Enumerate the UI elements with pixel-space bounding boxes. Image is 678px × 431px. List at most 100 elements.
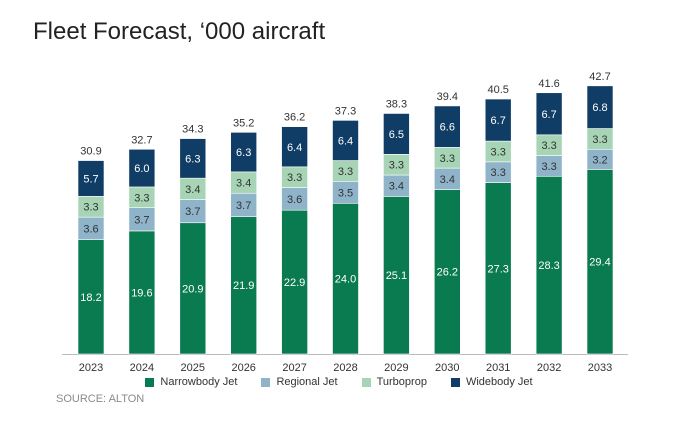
total-label: 36.2: [284, 112, 305, 124]
total-label: 34.3: [182, 124, 203, 136]
bar-segment: [230, 216, 257, 355]
data-label: 3.7: [185, 206, 200, 218]
bar-segment: [128, 148, 156, 188]
total-label: 39.4: [437, 91, 458, 103]
x-tick-label: 2025: [181, 362, 205, 374]
bar-segment: [484, 182, 512, 355]
total-label: 38.3: [386, 98, 407, 110]
data-label: 19.6: [131, 287, 152, 299]
total-label: 30.9: [80, 146, 101, 158]
total-label: 35.2: [233, 117, 254, 129]
bar-segment: [230, 132, 257, 173]
legend-item: Turboprop: [361, 376, 427, 388]
data-label: 18.2: [80, 292, 101, 304]
data-label: 24.0: [335, 274, 356, 286]
legend-label: Narrowbody Jet: [160, 376, 238, 388]
bar-segment: [179, 222, 207, 355]
x-tick-label: 2033: [588, 362, 612, 374]
data-label: 3.3: [134, 192, 149, 204]
data-label: 22.9: [284, 277, 305, 289]
chart-title: Fleet Forecast, ‘000 aircraft: [33, 18, 326, 45]
data-label: 6.5: [389, 129, 404, 141]
data-label: 6.0: [134, 163, 149, 175]
data-label: 28.3: [538, 260, 559, 272]
data-label: 25.1: [386, 270, 407, 282]
data-label: 21.9: [233, 280, 254, 292]
legend-swatch: [361, 377, 371, 387]
bar-segment: [484, 98, 512, 142]
data-label: 3.2: [592, 154, 607, 166]
bar-segment: [383, 196, 410, 355]
legend-item: Narrowbody Jet: [145, 376, 237, 388]
data-label: 6.7: [541, 109, 556, 121]
x-tick-label: 2028: [333, 362, 357, 374]
legend-item: Widebody Jet: [450, 376, 533, 388]
bar-segment: [535, 92, 563, 136]
total-label: 41.6: [538, 78, 559, 90]
data-label: 3.7: [134, 214, 149, 226]
x-tick-label: 2031: [486, 362, 510, 374]
legend-label: Turboprop: [376, 376, 427, 388]
legend-label: Widebody Jet: [465, 376, 533, 388]
data-label: 6.6: [440, 122, 455, 134]
bar-segment: [179, 138, 207, 179]
total-label: 32.7: [131, 134, 152, 146]
bar-segment: [332, 120, 359, 161]
data-label: 3.4: [440, 174, 455, 186]
data-label: 6.7: [491, 115, 506, 127]
bar-segment: [332, 202, 359, 355]
legend: Narrowbody Jet Regional Jet Turboprop Wideb…: [0, 376, 678, 388]
data-label: 6.4: [287, 142, 302, 154]
bar-segment: [77, 160, 105, 197]
data-label: 3.3: [338, 166, 353, 178]
bar-segment: [128, 230, 156, 355]
data-label: 6.4: [338, 135, 353, 147]
bar-segment: [281, 126, 308, 168]
x-tick-label: 2030: [435, 362, 459, 374]
data-label: 3.3: [592, 134, 607, 146]
data-label: 3.7: [236, 200, 251, 212]
legend-swatch: [145, 377, 155, 387]
data-label: 20.9: [182, 283, 203, 295]
x-tick-label: 2026: [231, 362, 255, 374]
x-tick-label: 2023: [79, 362, 103, 374]
data-label: 27.3: [487, 263, 508, 275]
data-label: 3.5: [338, 187, 353, 199]
source-note: SOURCE: ALTON: [56, 393, 145, 405]
data-label: 3.3: [541, 161, 556, 173]
bar-segment: [281, 209, 308, 355]
data-label: 3.3: [491, 167, 506, 179]
total-label: 37.3: [335, 105, 356, 117]
data-label: 3.3: [491, 146, 506, 158]
legend-swatch: [261, 377, 271, 387]
data-label: 3.3: [287, 172, 302, 184]
bar-segment: [383, 113, 410, 155]
legend-swatch: [450, 377, 460, 387]
data-label: 3.3: [440, 153, 455, 165]
data-label: 3.3: [83, 202, 98, 214]
data-label: 29.4: [589, 257, 610, 269]
data-label: 26.2: [437, 267, 458, 279]
total-label: 40.5: [487, 84, 508, 96]
data-label: 3.3: [389, 160, 404, 172]
data-label: 3.4: [185, 184, 200, 196]
bar-segment: [535, 175, 563, 355]
bar-segment: [77, 239, 105, 355]
data-label: 6.3: [236, 147, 251, 159]
bar-segment: [586, 85, 614, 129]
legend-label: Regional Jet: [276, 376, 338, 388]
legend-item: Regional Jet: [261, 376, 338, 388]
total-label: 42.7: [589, 71, 610, 83]
bar-segment: [433, 105, 461, 148]
x-tick-label: 2027: [282, 362, 306, 374]
bar-segment: [586, 169, 614, 355]
data-label: 6.8: [592, 102, 607, 114]
data-label: 3.6: [287, 194, 302, 206]
data-label: 3.4: [389, 181, 404, 193]
bar-segment: [433, 189, 461, 355]
x-tick-label: 2032: [537, 362, 561, 374]
data-label: 5.7: [83, 173, 98, 185]
data-label: 3.4: [236, 178, 251, 190]
